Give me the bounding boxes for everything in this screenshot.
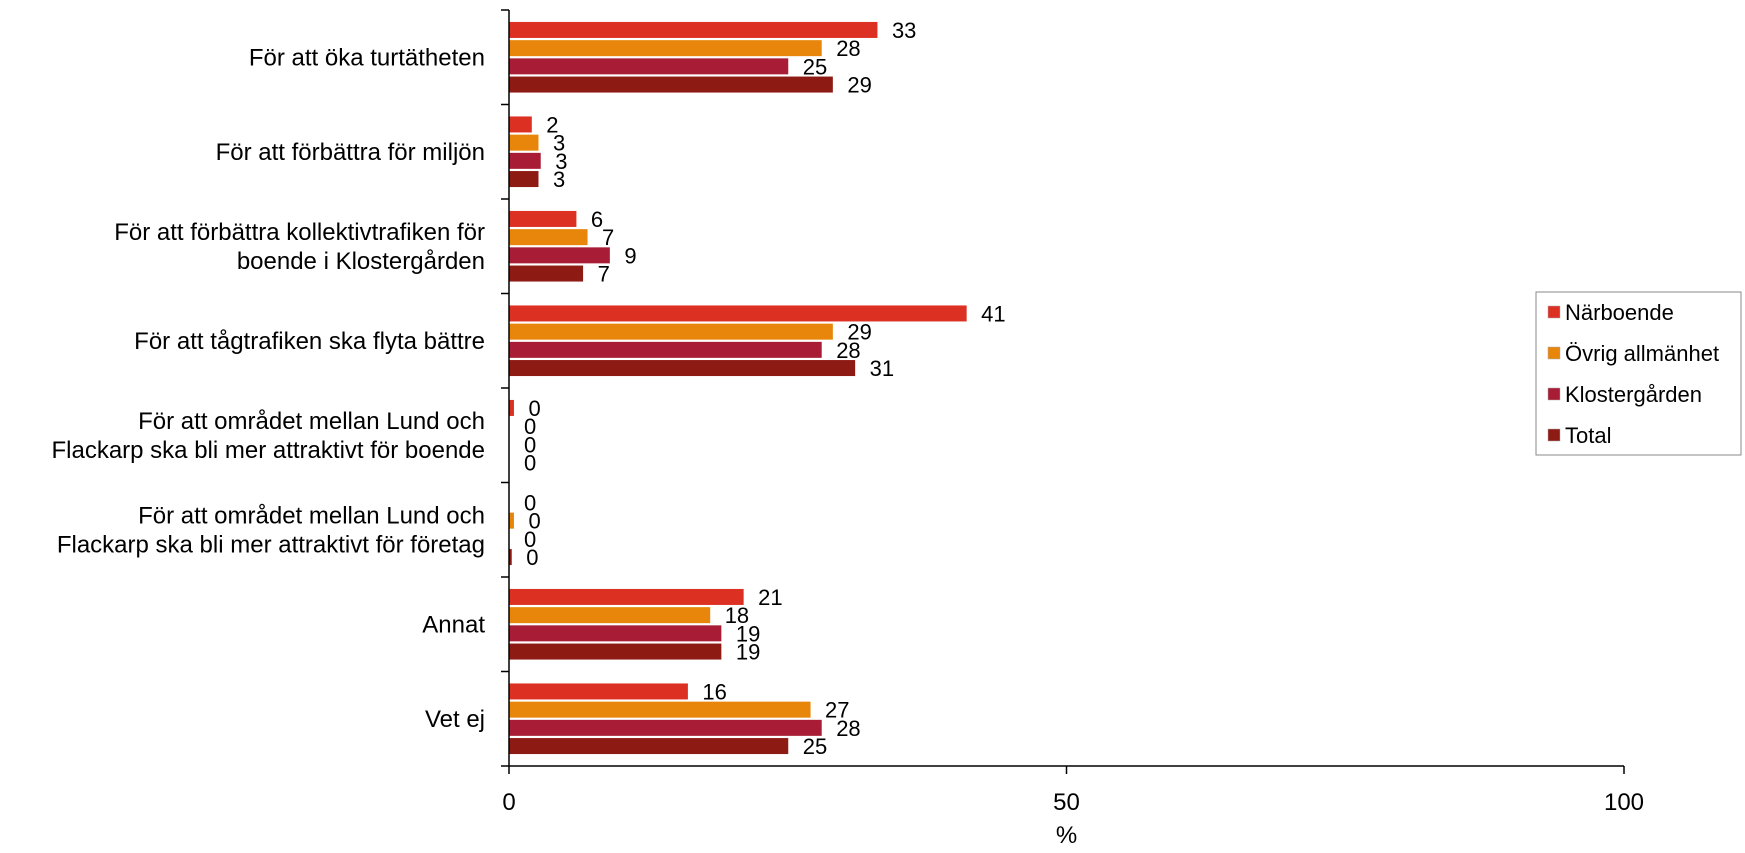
value-label-2-2: 3 [553, 131, 565, 156]
value-label-2-1: 2 [546, 112, 558, 137]
legend-swatch-2 [1547, 346, 1561, 360]
value-label-1-1: 33 [892, 18, 916, 43]
legend-box [1535, 291, 1742, 456]
x-tick-label-3: 100 [1604, 789, 1644, 816]
bar-1-2 [509, 40, 822, 57]
value-label-6-2: 0 [528, 509, 540, 534]
value-label-3-2: 7 [602, 225, 614, 250]
bar-2-1 [509, 116, 532, 133]
bar-6-2 [509, 512, 514, 529]
bar-6-4 [509, 549, 512, 566]
bar-4-2 [509, 323, 833, 340]
bar-7-4 [509, 643, 722, 660]
value-label-3-3: 9 [624, 243, 636, 268]
value-label-5-1: 0 [528, 396, 540, 421]
bar-7-3 [509, 625, 722, 642]
bar-1-4 [509, 76, 833, 93]
legend-label-4: Total [1565, 423, 1611, 448]
value-label-2-4: 3 [553, 167, 565, 192]
bar-7-2 [509, 607, 711, 624]
value-label-8-3: 28 [836, 716, 860, 741]
legend-label-2: Övrig allmänhet [1565, 341, 1719, 366]
value-label-2-3: 3 [555, 149, 567, 174]
value-label-3-4: 7 [598, 262, 610, 287]
value-label-4-3: 28 [836, 338, 860, 363]
legend-swatch-3 [1547, 387, 1561, 401]
value-label-4-4: 31 [870, 356, 894, 381]
value-label-3-1: 6 [591, 207, 603, 232]
value-label-5-2: 0 [524, 414, 536, 439]
category-label-7: Annat [422, 611, 485, 638]
bar-4-4 [509, 360, 856, 377]
category-label-4: För att tågtrafiken ska flyta bättre [134, 328, 485, 355]
bar-8-3 [509, 719, 822, 736]
category-label-1: För att öka turtätheten [249, 44, 485, 71]
bar-7-1 [509, 588, 744, 605]
x-tick-label-2: 50 [1053, 789, 1080, 816]
legend-swatch-4 [1547, 428, 1561, 442]
bar-1-1 [509, 21, 878, 38]
bar-5-1 [509, 399, 514, 416]
value-label-1-3: 25 [803, 54, 827, 79]
value-label-8-4: 25 [803, 734, 827, 759]
bar-3-4 [509, 265, 584, 282]
bar-8-4 [509, 738, 789, 755]
category-label-6: För att området mellan Lund och Flackarp … [57, 502, 485, 558]
bar-8-2 [509, 701, 811, 718]
value-label-6-3: 0 [524, 527, 536, 552]
legend: Närboende Övrig allmänhet Klostergården Tot… [1535, 291, 1742, 456]
value-label-7-3: 19 [736, 621, 760, 646]
legend-label-1: Närboende [1565, 300, 1674, 325]
value-label-8-2: 27 [825, 698, 849, 723]
bar-2-4 [509, 171, 539, 188]
value-label-4-2: 29 [847, 320, 871, 345]
value-label-5-3: 0 [524, 432, 536, 457]
category-label-8: Vet ej [425, 706, 485, 733]
bars-layer [509, 21, 967, 755]
value-label-7-1: 21 [758, 585, 782, 610]
category-labels-layer: För att öka turtätheten För att förbättra… [51, 44, 485, 733]
legend-swatch-1 [1547, 305, 1561, 319]
value-label-6-1: 0 [524, 490, 536, 515]
bar-2-3 [509, 152, 541, 169]
category-label-5: För att området mellan Lund och Flackarp … [51, 408, 485, 464]
value-label-7-4: 19 [736, 640, 760, 665]
category-label-3: För att förbättra kollektivtrafiken för b… [114, 219, 485, 275]
bar-4-3 [509, 341, 822, 358]
value-label-4-1: 41 [981, 301, 1005, 326]
bar-8-1 [509, 683, 688, 700]
bar-3-1 [509, 210, 577, 227]
value-label-5-4: 0 [524, 451, 536, 476]
bar-3-2 [509, 229, 588, 246]
category-label-2: För att förbättra för miljön [216, 139, 485, 166]
axis-layer: 0 50 100% [501, 9, 1644, 849]
value-label-7-2: 18 [725, 603, 749, 628]
value-labels-layer: 3328252923336797412928310000000021181919… [524, 18, 1006, 759]
x-axis-title: % [1056, 822, 1077, 848]
bar-3-3 [509, 247, 610, 264]
legend-label-3: Klostergården [1565, 382, 1702, 407]
value-label-1-4: 29 [847, 73, 871, 98]
value-label-6-4: 0 [526, 545, 538, 570]
value-label-1-2: 28 [836, 36, 860, 61]
bar-1-3 [509, 58, 789, 75]
bar-2-2 [509, 134, 539, 151]
value-label-8-1: 16 [702, 679, 726, 704]
x-tick-label-1: 0 [502, 789, 515, 816]
bar-4-1 [509, 305, 967, 322]
